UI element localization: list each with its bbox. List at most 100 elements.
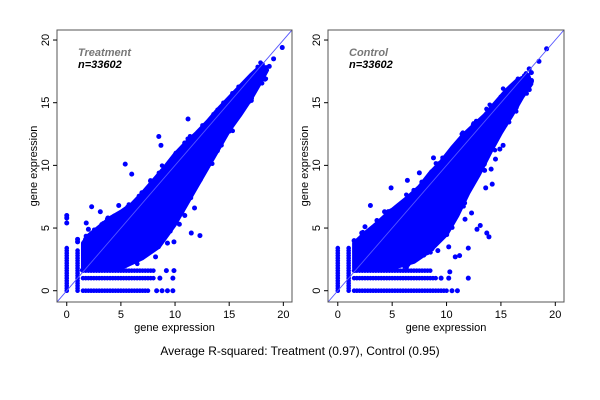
plot-area — [57, 30, 292, 302]
data-point — [215, 148, 220, 154]
data-point — [454, 288, 460, 294]
data-point — [528, 70, 534, 76]
data-point — [99, 222, 104, 227]
data-point — [271, 56, 277, 62]
data-point — [188, 230, 194, 236]
data-point — [159, 288, 165, 294]
data-point — [176, 211, 181, 216]
sample-size-label: n=33602 — [78, 59, 122, 71]
data-point — [402, 198, 407, 203]
data-point — [388, 208, 394, 214]
data-point — [474, 174, 480, 180]
data-point — [266, 63, 272, 69]
data-point — [163, 268, 169, 274]
data-point — [263, 76, 269, 82]
data-point — [444, 232, 450, 238]
data-point — [198, 177, 203, 183]
data-point — [427, 268, 433, 273]
data-point — [97, 209, 103, 215]
data-point — [185, 136, 191, 142]
data-point — [526, 66, 532, 72]
data-point — [489, 181, 495, 187]
group-label: Treatment — [78, 47, 132, 59]
data-point — [170, 275, 176, 281]
data-point — [441, 156, 447, 162]
data-point — [462, 216, 468, 222]
data-point — [367, 227, 372, 233]
data-point — [446, 226, 452, 232]
data-point — [171, 239, 177, 245]
data-point — [433, 161, 439, 166]
y-tick-label: 0 — [311, 288, 323, 294]
x-tick-label: 5 — [389, 309, 395, 321]
data-point — [171, 268, 177, 274]
data-point — [515, 76, 521, 82]
data-point — [91, 227, 97, 233]
data-point — [211, 111, 216, 117]
data-point — [85, 226, 91, 232]
y-tick-label: 0 — [40, 288, 52, 294]
data-point — [64, 220, 70, 226]
data-point — [177, 194, 183, 200]
plot-frame — [56, 29, 293, 303]
data-point — [116, 202, 122, 208]
plot-frame — [327, 29, 565, 303]
y-axis-label: gene expression — [28, 126, 40, 207]
x-tick-label: 5 — [118, 309, 124, 321]
data-point — [151, 275, 156, 281]
y-tick-label: 5 — [40, 225, 52, 231]
group-label: Control — [349, 47, 389, 59]
data-point — [544, 46, 550, 52]
data-point — [416, 170, 422, 176]
data-point — [498, 95, 503, 100]
y-tick-label: 10 — [311, 159, 323, 171]
y-tick-label: 15 — [40, 97, 52, 109]
data-point — [352, 249, 357, 254]
x-tick-label: 20 — [277, 309, 289, 321]
data-point — [160, 226, 166, 232]
data-point — [509, 105, 515, 111]
x-axis-label: gene expression — [134, 322, 215, 334]
data-point — [136, 193, 142, 199]
panel-treatment: 0 5 10 15 20 0 5 10 15 20 gene expression gene expr… — [28, 29, 293, 334]
data-point — [210, 135, 216, 141]
data-point — [428, 173, 434, 179]
data-point — [404, 192, 409, 198]
data-point — [500, 86, 506, 91]
data-point — [176, 221, 182, 227]
data-point — [464, 189, 470, 195]
data-point — [156, 244, 161, 250]
data-point — [429, 246, 435, 252]
data-point — [151, 268, 156, 273]
data-point — [160, 238, 165, 243]
data-point — [181, 143, 187, 149]
reference-line — [328, 30, 564, 302]
data-point — [168, 187, 174, 193]
x-tick-label: 0 — [64, 309, 70, 321]
reference-line — [57, 30, 292, 302]
data-point — [248, 90, 254, 96]
data-point — [492, 139, 498, 144]
data-point — [435, 248, 441, 254]
data-point — [209, 161, 215, 167]
y-tick-label: 10 — [40, 159, 52, 171]
data-point — [164, 205, 170, 211]
data-point — [164, 288, 170, 294]
sample-size-label: n=33602 — [349, 59, 393, 71]
y-axis-label: gene expression — [299, 126, 311, 207]
data-point — [517, 87, 523, 93]
data-point — [129, 171, 135, 177]
data-point — [75, 248, 80, 253]
data-point — [158, 170, 164, 175]
data-point — [449, 150, 455, 156]
data-point — [219, 138, 224, 144]
data-point — [194, 131, 200, 137]
data-point — [452, 254, 458, 260]
data-point — [457, 253, 463, 259]
data-point — [161, 234, 167, 239]
data-point — [474, 156, 480, 162]
data-point — [411, 187, 417, 193]
data-point — [122, 161, 128, 167]
data-point — [230, 90, 235, 96]
